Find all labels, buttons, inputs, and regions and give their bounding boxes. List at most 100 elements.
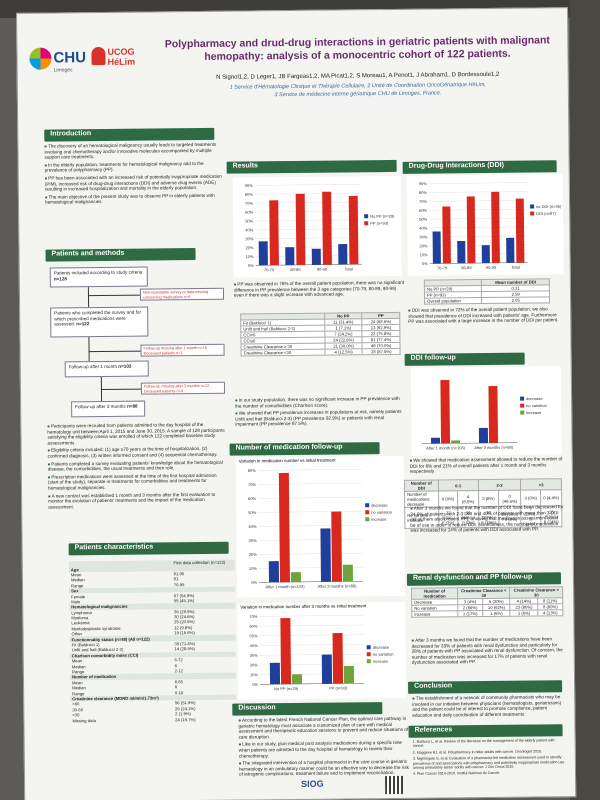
results-bullet: We showed that PP prevalence increases i… <box>235 409 407 428</box>
flow-box-1-month-label: Follow-up after 1 month <box>68 363 118 370</box>
renal-table-cell: 4 (13%) <box>537 609 563 616</box>
characteristics-cell-label: Missing data <box>72 717 96 723</box>
bar-decrease <box>268 561 279 583</box>
y-tick-label: 20% <box>419 243 428 248</box>
bar-no-variation <box>278 472 290 583</box>
chu-logo-text: CHU <box>53 49 87 67</box>
legend-label: decrease <box>526 396 543 401</box>
legend-label: no variation <box>373 652 394 657</box>
x-tick-label: After 3 months (n=88) <box>474 445 514 450</box>
bar-no-variation <box>440 380 451 444</box>
reference-item: 3. Nightingale G, et al. Evaluation of a… <box>412 755 565 770</box>
y-tick-label: 40% <box>419 226 428 231</box>
ddi-by-age-chart: 0% 10% 20% 30% 40% 50% 60% 70% 80% 90% 70-79 80-89 9… <box>406 174 564 276</box>
renal-text: After 3 months we found that the number … <box>412 636 566 668</box>
methods-bullet: Patients completed a survey evaluating p… <box>48 459 228 472</box>
qr-code-icon <box>385 775 404 795</box>
ddi-followup-table-header-cell: 2-3 <box>478 479 521 491</box>
ddi-followup-heading: DDI follow-up <box>404 352 525 366</box>
bar-pp-n-93- <box>322 191 332 265</box>
bar-no-pp-n-29- <box>258 241 268 266</box>
gridline <box>429 200 528 202</box>
y-tick-label: 50% <box>250 633 259 638</box>
reference-item: 2. Maggiore RJ, et al. Polypharmacy in o… <box>412 749 543 755</box>
bar-no-variation <box>331 511 342 582</box>
y-tick-label: 90% <box>245 183 254 188</box>
renal-table-header-cell: Creatinine Clearance < 30 <box>457 587 511 599</box>
followup-heading: Number of medication follow-up <box>229 442 380 456</box>
gridline <box>258 553 363 555</box>
siog-logo: SIOG <box>301 778 324 789</box>
legend-swatch <box>520 403 525 408</box>
ddi-followup-chart-svg: After 1 month (n=103) After 3 months (n=8… <box>421 380 547 451</box>
x-tick-label: After 1 month (n=103) <box>426 445 466 450</box>
methods-bullet: Eligibility criteria included: (1) age ≥… <box>48 446 228 459</box>
results-heading: Results <box>226 159 397 174</box>
flow-box-3-months: Follow-up after 3 months n=88 <box>71 400 146 418</box>
flow-box-3-months-label: Follow-up after 3 months <box>75 403 126 410</box>
bar-no-ddi-n-35- <box>432 231 441 264</box>
ucog-logo: UCOG HéLim <box>91 47 147 78</box>
legend-swatch <box>364 221 369 226</box>
bar-decrease <box>321 654 333 684</box>
ddi-mean-table: Mean number of DDI No PP (n=29) 0.31 PP (n=… <box>423 278 551 305</box>
y-tick-label: 0% <box>422 261 428 266</box>
legend-label: decrease <box>371 503 388 508</box>
y-tick-label: 0% <box>252 682 258 687</box>
x-tick-label: After 3 months (n=88) <box>318 583 358 588</box>
flow-arrow <box>87 287 90 308</box>
characteristics-heading: Patients characteristics <box>68 541 229 556</box>
renal-table-header-cell: Creatinine Clearance > 30 <box>509 586 563 599</box>
poster: CHU Limoges UCOG HéLim Polypharmacy and … <box>16 7 577 800</box>
renal-table-cell: 1 (17%) <box>457 610 483 617</box>
bar-no-ddi-n-35- <box>457 240 466 264</box>
ddi-mean-table-cell: Overall population <box>424 297 482 305</box>
ddi-mean-table-cell: 2.05 <box>481 296 550 304</box>
y-tick-label: 0% <box>251 580 257 585</box>
discussion-bullet: Like in our study, pluri-medical post an… <box>239 740 411 759</box>
ucog-logo-text: UCOG HéLim <box>107 46 136 67</box>
chu-logo: CHU Limoges <box>29 41 99 82</box>
y-tick-label: 20% <box>245 245 254 250</box>
gridline <box>259 624 364 627</box>
ddi-followup-chart: After 1 month (n=103) After 3 months (n=8… <box>410 366 562 456</box>
y-tick-label: 60% <box>249 624 258 629</box>
flow-box-completed-n: n=122 <box>76 321 90 327</box>
gridline <box>428 191 527 193</box>
renal-table-cell: 1 (6%) <box>510 609 538 617</box>
ddi-followup-table-header-cell: >3 <box>520 478 562 491</box>
characteristics-table: First data collection (n=122) Age Mean 81.… <box>68 559 237 723</box>
y-tick-label: 30% <box>250 653 259 658</box>
methods-bullet: A new contact was established 1 month an… <box>48 491 228 510</box>
x-tick-label: 90-99 <box>317 267 328 272</box>
legend-swatch <box>530 204 535 209</box>
gridline <box>258 539 363 541</box>
bar-no-pp-n-29- <box>285 247 295 266</box>
gridline <box>258 511 363 513</box>
characteristics-col-head: First data collection (n=122) <box>171 559 235 566</box>
legend-swatch <box>365 517 370 522</box>
x-tick-label: After 1 month (n=103) <box>265 584 305 589</box>
y-tick-label: 80% <box>245 192 254 197</box>
ddi-mean-table-row: Overall population 2.05 <box>424 296 550 305</box>
methods-bullet: Prescription medications were assessed a… <box>48 472 228 491</box>
legend-swatch <box>366 659 371 664</box>
bar-no-ddi-n-35- <box>481 245 490 264</box>
y-tick-label: 10% <box>246 254 255 259</box>
pp-by-age-chart: 0% 10% 20% 30% 40% 50% 60% 70% 80% 90% 70-79 80-89 9… <box>232 175 402 278</box>
conclusion-bullet: The establishment of a network of commun… <box>412 694 566 718</box>
legend-label: increase <box>371 517 387 522</box>
intro-bullet: The main objective of the present study … <box>45 192 225 205</box>
x-tick-label: PP (n=93) <box>329 685 348 690</box>
gridline <box>257 483 362 485</box>
bar-increase <box>451 440 461 444</box>
ddi-followup-bullet: We showed that medication assessment all… <box>410 456 564 474</box>
results-bullet: PP was observed in 76% of the overall pa… <box>234 280 406 299</box>
flow-arrow <box>100 388 141 391</box>
flow-box-completed: Patients who completed the survey and fo… <box>50 306 149 338</box>
y-tick-label: 70% <box>245 201 254 206</box>
bar-pp-n-93- <box>269 200 279 266</box>
legend-label: no variation <box>526 403 547 408</box>
bar-decrease <box>320 528 331 582</box>
gridline <box>259 644 364 646</box>
